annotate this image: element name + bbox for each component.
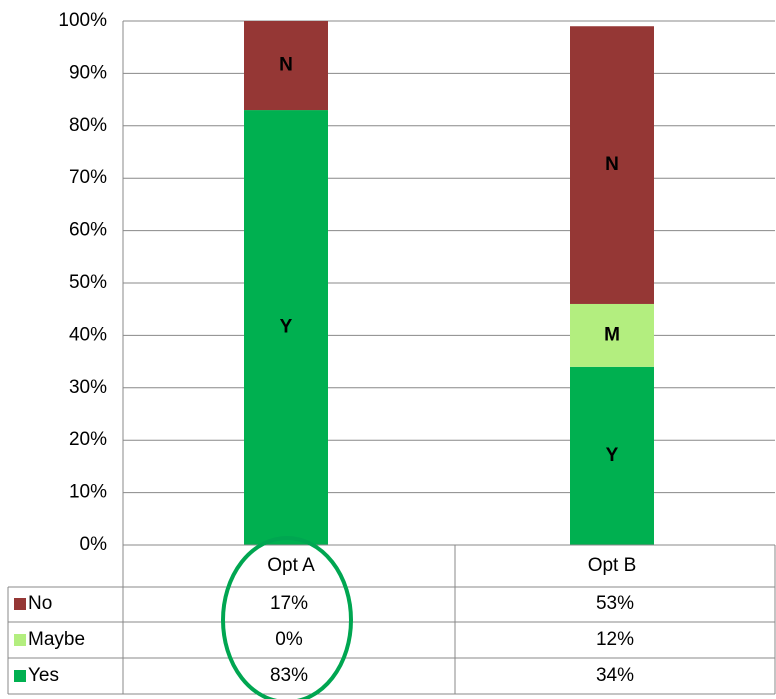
table-cell: 17% [270,593,308,614]
table-borders [7,545,776,695]
legend-label: No [28,593,52,614]
segment-label: N [605,154,619,175]
y-tick-label: 60% [69,220,107,241]
segment-label: N [279,55,293,76]
table-cell: 12% [596,629,634,650]
y-tick-label: 70% [69,167,107,188]
legend-label: Maybe [28,629,85,650]
legend-label: Yes [28,665,59,686]
bar-segment [244,21,328,111]
bar-segment [570,26,654,304]
segment-label: Y [606,445,619,466]
y-tick-label: 40% [69,324,107,345]
y-tick-label: 20% [69,429,107,450]
table-cell: 0% [275,629,303,650]
table-cell: 83% [270,665,308,686]
table-cell: 53% [596,593,634,614]
x-tick-label: Opt B [588,555,637,576]
bar-segment [570,366,654,545]
y-tick-label: 50% [69,272,107,293]
x-tick-label: Opt A [267,555,315,576]
table-cell: 34% [596,665,634,686]
y-tick-label: 90% [69,62,107,83]
y-tick-label: 30% [69,377,107,398]
annotation-circle [221,536,353,699]
segment-label: M [604,324,620,345]
y-tick-label: 0% [80,534,108,555]
y-tick-label: 80% [69,115,107,136]
bar-segment [570,303,654,367]
legend-swatch [14,670,26,682]
y-tick-label: 100% [58,10,107,31]
bar-segment [244,110,328,545]
segment-label: Y [280,317,293,338]
legend-swatch [14,598,26,610]
y-tick-label: 10% [69,482,107,503]
legend-swatch [14,634,26,646]
